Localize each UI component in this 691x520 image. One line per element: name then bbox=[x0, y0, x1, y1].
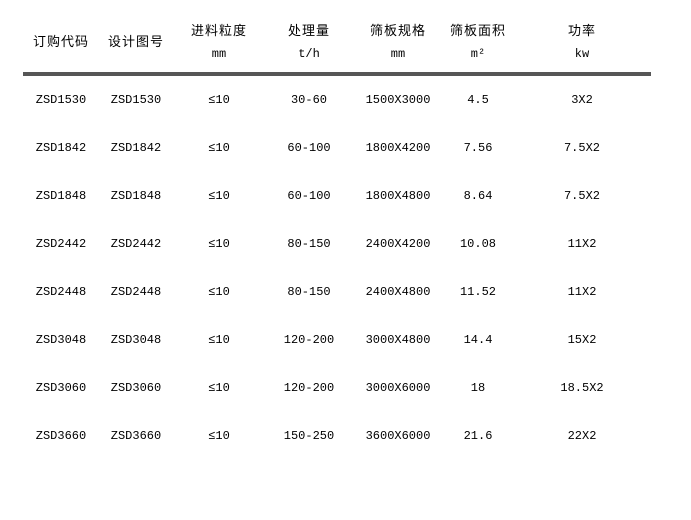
table-cell: 7.5X2 bbox=[563, 141, 600, 155]
table-cell: 80-150 bbox=[287, 237, 331, 251]
column-header-inner: 处理量 t/h bbox=[265, 0, 353, 72]
table-cell: ≤10 bbox=[208, 237, 230, 251]
table-cell: ≤10 bbox=[208, 285, 230, 299]
column-label: 设计图号 bbox=[107, 35, 164, 50]
table-cell: 3000X6000 bbox=[365, 381, 431, 395]
column-header-inner: 设计图号 bbox=[99, 0, 173, 72]
column-label: 进料粒度 bbox=[190, 24, 247, 39]
column-header-inner: 筛板规格 mm bbox=[353, 0, 443, 72]
table-cell: ZSD3048 bbox=[35, 333, 87, 347]
table-cell: 120-200 bbox=[283, 333, 335, 347]
spec-table-header: 订购代码 设计图号 进料粒度 mm 处理量 t/h 筛板规格 mm 筛板面积 m² 功率 kw bbox=[23, 0, 651, 76]
table-cell: 15X2 bbox=[567, 333, 597, 347]
table-cell: 2400X4800 bbox=[365, 285, 431, 299]
column-label: 筛板规格 bbox=[369, 24, 426, 39]
table-cell: 7.5X2 bbox=[563, 189, 600, 203]
table-cell: 11X2 bbox=[567, 237, 597, 251]
table-cell: ≤10 bbox=[208, 93, 230, 107]
column-header-inner: 订购代码 bbox=[23, 0, 99, 72]
table-cell: 21.6 bbox=[463, 429, 493, 443]
column-header-4: 处理量 t/h bbox=[265, 0, 353, 76]
column-header-7: 功率 kw bbox=[513, 0, 651, 76]
table-cell: 30-60 bbox=[290, 93, 327, 107]
table-cell: 3600X6000 bbox=[365, 429, 431, 443]
table-cell: ≤10 bbox=[208, 189, 230, 203]
table-cell: 10.08 bbox=[459, 237, 496, 251]
header-row: 订购代码 设计图号 进料粒度 mm 处理量 t/h 筛板规格 mm 筛板面积 m² 功率 kw bbox=[23, 0, 651, 76]
table-cell: ZSD1848 bbox=[110, 189, 162, 203]
spec-table-container: 订购代码 设计图号 进料粒度 mm 处理量 t/h 筛板规格 mm 筛板面积 m² 功率 kw ZSD… bbox=[23, 0, 651, 460]
table-row: ZSD3660 ZSD3660 ≤10 150-250 3600X6000 21.6 22X… bbox=[23, 412, 651, 460]
column-header-inner: 筛板面积 m² bbox=[443, 0, 513, 72]
table-cell: 60-100 bbox=[287, 141, 331, 155]
column-unit: mm bbox=[390, 47, 406, 61]
table-cell: 2400X4200 bbox=[365, 237, 431, 251]
column-unit: t/h bbox=[298, 47, 320, 61]
table-cell: 60-100 bbox=[287, 189, 331, 203]
table-cell: ZSD3060 bbox=[110, 381, 162, 395]
table-cell: ZSD2442 bbox=[110, 237, 162, 251]
table-cell: ZSD3660 bbox=[35, 429, 87, 443]
column-label: 功率 bbox=[567, 24, 596, 39]
column-header-2: 设计图号 bbox=[99, 0, 173, 76]
table-cell: 1500X3000 bbox=[365, 93, 431, 107]
table-cell: ZSD1842 bbox=[110, 141, 162, 155]
table-cell: 150-250 bbox=[283, 429, 335, 443]
table-cell: 8.64 bbox=[463, 189, 493, 203]
table-cell: ZSD2442 bbox=[35, 237, 87, 251]
column-label: 订购代码 bbox=[32, 35, 89, 50]
column-label: 筛板面积 bbox=[449, 24, 506, 39]
table-cell: 18 bbox=[470, 381, 486, 395]
column-header-5: 筛板规格 mm bbox=[353, 0, 443, 76]
table-row: ZSD2442 ZSD2442 ≤10 80-150 2400X4200 10.08 11X… bbox=[23, 220, 651, 268]
table-cell: 1800X4200 bbox=[365, 141, 431, 155]
table-cell: ZSD1530 bbox=[110, 93, 162, 107]
table-cell: 3000X4800 bbox=[365, 333, 431, 347]
table-cell: ZSD3660 bbox=[110, 429, 162, 443]
column-unit: kw bbox=[574, 47, 590, 61]
table-cell: 4.5 bbox=[467, 93, 489, 107]
table-row: ZSD1842 ZSD1842 ≤10 60-100 1800X4200 7.56 7.5X… bbox=[23, 124, 651, 172]
table-cell: 18.5X2 bbox=[560, 381, 604, 395]
table-cell: 11X2 bbox=[567, 285, 597, 299]
column-unit: m² bbox=[470, 47, 486, 61]
table-cell: 14.4 bbox=[463, 333, 493, 347]
table-cell: 7.56 bbox=[463, 141, 493, 155]
table-cell: ZSD1842 bbox=[35, 141, 87, 155]
table-cell: 80-150 bbox=[287, 285, 331, 299]
column-header-6: 筛板面积 m² bbox=[443, 0, 513, 76]
column-header-1: 订购代码 bbox=[23, 0, 99, 76]
table-cell: 1800X4800 bbox=[365, 189, 431, 203]
table-cell: ≤10 bbox=[208, 141, 230, 155]
column-header-inner: 功率 kw bbox=[513, 0, 651, 72]
table-row: ZSD3060 ZSD3060 ≤10 120-200 3000X6000 18 18.5X… bbox=[23, 364, 651, 412]
column-header-3: 进料粒度 mm bbox=[173, 0, 265, 76]
table-cell: ZSD2448 bbox=[35, 285, 87, 299]
column-label: 处理量 bbox=[287, 24, 330, 39]
table-cell: ≤10 bbox=[208, 429, 230, 443]
table-cell: ≤10 bbox=[208, 381, 230, 395]
column-unit: mm bbox=[211, 47, 227, 61]
spec-table-body: ZSD1530 ZSD1530 ≤10 30-60 1500X3000 4.5 3X2 ZSD… bbox=[23, 74, 651, 460]
table-cell: ZSD1848 bbox=[35, 189, 87, 203]
table-cell: 22X2 bbox=[567, 429, 597, 443]
table-cell: ≤10 bbox=[208, 333, 230, 347]
table-cell: 11.52 bbox=[459, 285, 496, 299]
table-row: ZSD3048 ZSD3048 ≤10 120-200 3000X4800 14.4 15X… bbox=[23, 316, 651, 364]
table-row: ZSD2448 ZSD2448 ≤10 80-150 2400X4800 11.52 11X… bbox=[23, 268, 651, 316]
table-cell: ZSD3060 bbox=[35, 381, 87, 395]
table-cell: ZSD2448 bbox=[110, 285, 162, 299]
table-cell: ZSD3048 bbox=[110, 333, 162, 347]
table-cell: 3X2 bbox=[571, 93, 593, 107]
table-cell: ZSD1530 bbox=[35, 93, 87, 107]
column-header-inner: 进料粒度 mm bbox=[173, 0, 265, 72]
product-spec-table: 订购代码 设计图号 进料粒度 mm 处理量 t/h 筛板规格 mm 筛板面积 m² 功率 kw ZSD… bbox=[23, 0, 651, 460]
table-row: ZSD1530 ZSD1530 ≤10 30-60 1500X3000 4.5 3X2 bbox=[23, 74, 651, 124]
table-cell: 120-200 bbox=[283, 381, 335, 395]
table-row: ZSD1848 ZSD1848 ≤10 60-100 1800X4800 8.64 7.5X… bbox=[23, 172, 651, 220]
